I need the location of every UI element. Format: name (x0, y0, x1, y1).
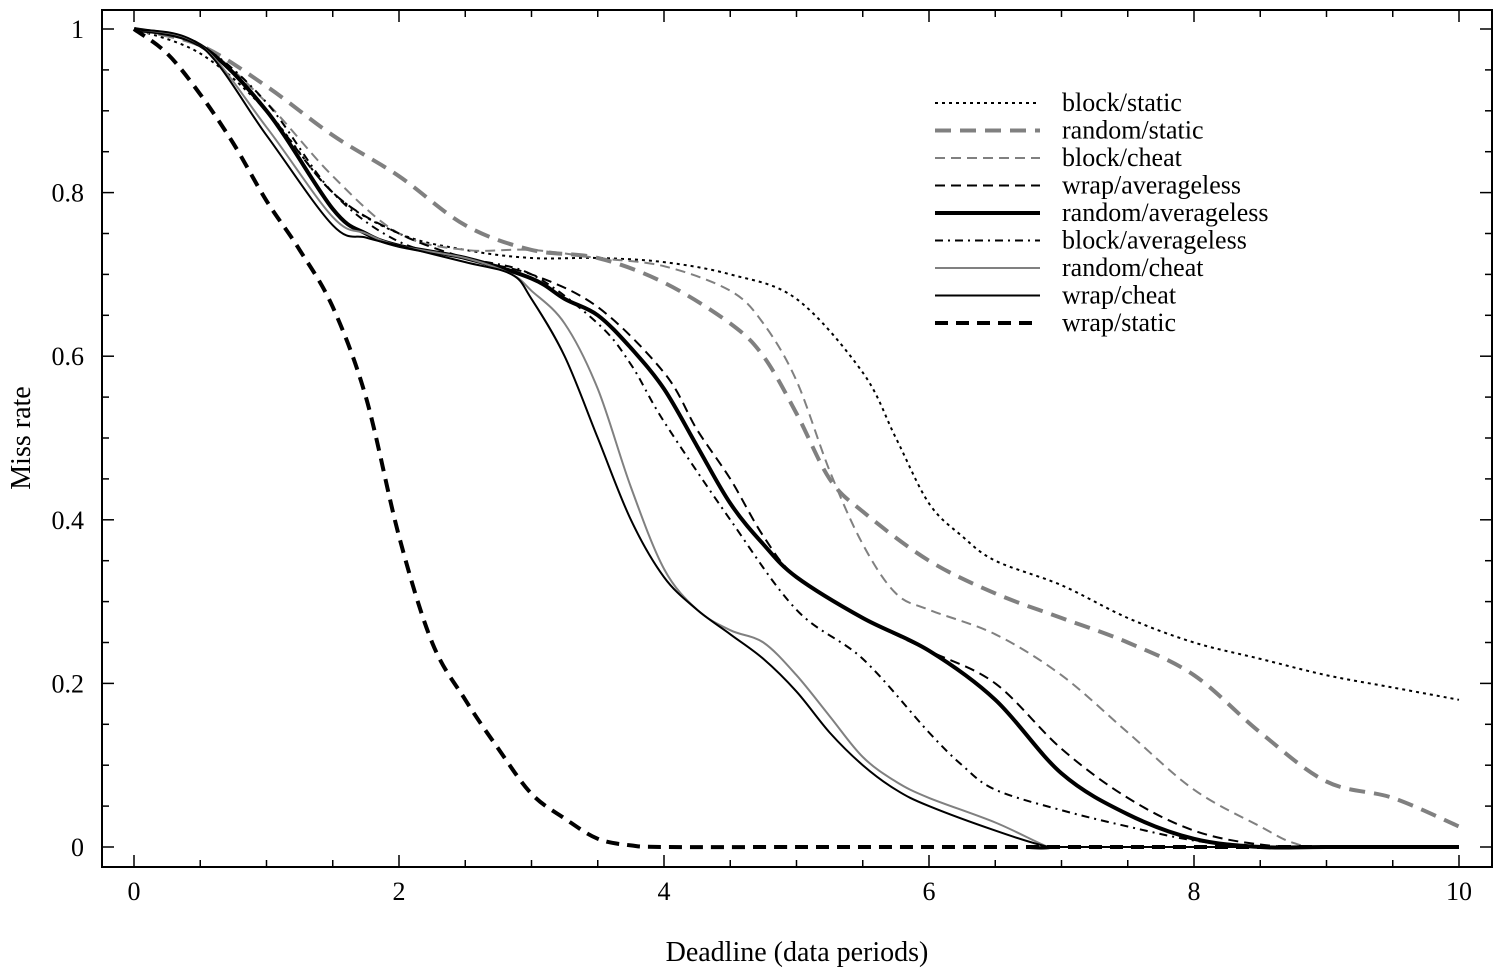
legend-label-wrap-cheat: wrap/cheat (1062, 281, 1177, 310)
y-axis-label: Miss rate (6, 386, 37, 489)
legend-label-block-static: block/static (1062, 88, 1182, 117)
x-tick-label: 0 (128, 877, 141, 906)
series-line-block-averageless (133, 28, 1459, 849)
legend-label-random-static: random/static (1062, 116, 1204, 145)
plot-frame (101, 9, 1493, 868)
y-tick-label: 1 (71, 15, 84, 44)
x-tick-label: 2 (393, 877, 406, 906)
series-lines (132, 27, 1460, 850)
x-tick-label: 4 (658, 877, 671, 906)
x-tick-label: 10 (1446, 877, 1472, 906)
legend-label-random-averageless: random/averageless (1062, 198, 1268, 227)
legend-label-wrap-static: wrap/static (1062, 308, 1176, 337)
series-line-wrap-cheat (133, 28, 1459, 850)
series-line-wrap-static (132, 27, 1459, 850)
legend-label-random-cheat: random/cheat (1062, 253, 1204, 282)
y-tick-label: 0 (71, 833, 84, 862)
y-tick-label: 0.8 (52, 179, 85, 208)
y-tick-label: 0.2 (52, 669, 85, 698)
series-line-wrap-averageless (133, 28, 1460, 849)
legend-label-block-averageless: block/averageless (1062, 226, 1247, 255)
series-line-random-static (133, 27, 1460, 829)
legend: block/staticrandom/staticblock/cheatwrap… (935, 88, 1268, 337)
y-tick-label: 0.6 (52, 342, 85, 371)
series-line-random-cheat (133, 28, 1459, 850)
y-tick-label: 0.4 (52, 506, 85, 535)
series-line-block-cheat (133, 28, 1460, 849)
axis-ticks: 0 2 4 6 8 10 0 0.2 0.4 0.6 0.8 1 (52, 10, 1492, 906)
series-line-block-static (133, 28, 1460, 701)
x-axis-label: Deadline (data periods) (666, 937, 929, 968)
series-line-random-averageless (133, 27, 1459, 850)
legend-label-block-cheat: block/cheat (1062, 143, 1183, 172)
legend-label-wrap-averageless: wrap/averageless (1062, 171, 1241, 200)
x-tick-label: 6 (923, 877, 936, 906)
x-tick-label: 8 (1188, 877, 1201, 906)
